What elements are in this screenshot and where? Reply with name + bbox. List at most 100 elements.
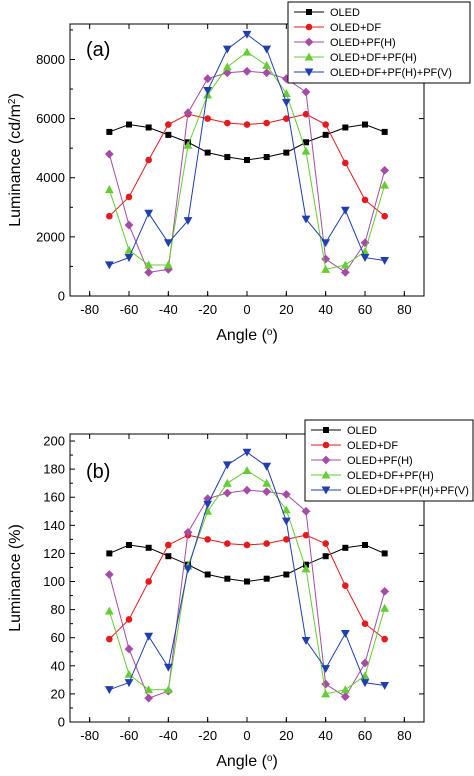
chart-b-x-axis-title: Angle (o): [216, 753, 278, 771]
chart-a-data-point: [106, 128, 113, 135]
chart-b-data-point: [283, 571, 290, 578]
chart-a-data-point: [144, 209, 154, 218]
chart-b-data-point: [104, 606, 114, 615]
chart-b-data-point: [144, 685, 154, 694]
chart-b-legend-marker: [321, 470, 331, 479]
chart-a-data-point: [340, 260, 350, 269]
chart-a-data-point: [165, 121, 172, 128]
chart-b-x-tick-label: 60: [358, 728, 372, 743]
chart-b-data-point: [222, 461, 232, 470]
chart-b-data-point: [145, 544, 152, 551]
chart-a-x-tick-label: 20: [279, 302, 293, 317]
chart-a-data-point: [380, 165, 390, 175]
chart-a-y-tick-label: 6000: [36, 111, 65, 126]
chart-a-data-point: [362, 121, 368, 128]
chart-a-data-point: [104, 149, 114, 159]
chart-a-data-point: [301, 146, 311, 155]
chart-a-data-point: [321, 254, 331, 264]
chart-a-data-point: [204, 115, 211, 122]
chart-b-series-1: [106, 531, 388, 643]
chart-a-data-point: [361, 196, 369, 204]
chart-b-y-tick-label: 200: [43, 434, 65, 449]
chart-b-data-point: [361, 620, 369, 627]
chart-b-y-tick-label: 120: [43, 546, 65, 561]
chart-a-data-point: [283, 149, 290, 156]
chart-a-data-point: [242, 66, 252, 76]
chart-a-legend-label: OLED+DF+PF(H): [330, 52, 417, 64]
chart-b-data-point: [204, 536, 211, 543]
chart-b-data-point: [322, 553, 329, 560]
chart-b-data-point: [125, 616, 133, 623]
chart-b-legend-box: [304, 419, 474, 502]
chart-b-data-point: [281, 490, 291, 499]
chart-b-data-point: [163, 685, 173, 694]
chart-a-x-tick-label: 80: [397, 302, 411, 317]
chart-a-series-4: [104, 30, 390, 270]
chart-a-y-tick-label: 8000: [36, 52, 65, 67]
chart-b-data-point: [381, 635, 388, 643]
chart-a-x-tick-label: 0: [243, 302, 250, 317]
chart-b-data-point: [242, 448, 252, 457]
chart-b-y-tick-label: 160: [43, 490, 65, 505]
chart-b-data-point: [340, 692, 350, 702]
chart-b-legend-marker: [321, 486, 331, 495]
chart-b-y-tick-label: 80: [51, 602, 65, 617]
chart-b-svg: -80 -60 -40 -20 0 20 40 60 80 0 20 40 60 80 100 120 140 1…: [7, 419, 474, 771]
chart-b-legend: OLED OLED+DF OLED+PF(H) OLED+DF+PF(H) OLED+D…: [304, 419, 474, 502]
chart-a-data-point: [342, 159, 349, 167]
chart-b-x-tick-label: -60: [120, 728, 139, 743]
chart-b-data-point: [301, 564, 311, 573]
chart-b-data-point: [145, 578, 152, 585]
chart-a-x-tick-label: -60: [120, 302, 139, 317]
chart-a-y-tick-label: 4000: [36, 170, 65, 185]
chart-b-data-point: [222, 478, 232, 487]
chart-a-data-point: [242, 30, 252, 39]
chart-b-data-point: [301, 636, 311, 645]
chart-a-data-point: [224, 119, 231, 127]
chart-a-svg: -80 -60 -40 -20 0 20 40 60 80 0 2000 4000 6000 8000 An…: [7, 1, 471, 345]
chart-b-legend-label: OLED: [347, 425, 377, 437]
chart-b-data-point: [321, 679, 331, 689]
chart-b-data-point: [263, 540, 270, 547]
chart-b-data-point: [380, 586, 390, 596]
chart-b-data-point: [340, 685, 350, 694]
chart-b-data-point: [244, 578, 250, 585]
chart-b-series-0: [106, 541, 388, 585]
chart-b-data-point: [380, 681, 390, 690]
chart-a-data-point: [380, 180, 390, 189]
chart-b-data-point: [222, 488, 232, 498]
chart-a-data-point: [303, 139, 309, 146]
chart-a-x-tick-label: -20: [198, 302, 217, 317]
chart-b-data-point: [124, 669, 134, 678]
chart-a-data-point: [124, 254, 134, 262]
chart-a-y-axis-title: Luminance (cd/m2): [7, 93, 25, 227]
chart-b-y-tick-label: 140: [43, 518, 65, 533]
chart-a-legend-marker: [305, 23, 313, 31]
chart-b-data-point: [124, 644, 134, 654]
chart-a-data-point: [322, 131, 329, 138]
chart-b-data-point: [104, 570, 114, 579]
chart-a-x-tick-label: -40: [159, 302, 178, 317]
chart-a-data-point: [203, 87, 213, 95]
chart-a-data-point: [224, 154, 231, 161]
chart-b-legend-label: OLED+DF: [347, 440, 398, 452]
chart-a-data-point: [321, 239, 331, 248]
chart-b-x-tick-label: -40: [159, 728, 178, 743]
chart-a-legend-label: OLED+DF: [330, 22, 381, 34]
chart-a-data-point: [204, 149, 211, 156]
chart-a-data-point: [243, 121, 251, 128]
chart-a-x-axis-title: Angle (o): [216, 327, 278, 345]
chart-a-data-point: [283, 115, 290, 122]
chart-a-data-point: [183, 217, 193, 226]
chart-a-panel-label: (a): [86, 39, 110, 61]
chart-a-data-point: [301, 87, 311, 97]
chart-b-data-point: [283, 536, 290, 543]
chart-a-legend-label: OLED+DF+PF(H)+PF(V): [330, 67, 452, 79]
chart-a-data-point: [144, 267, 154, 277]
chart-a-data-point: [124, 220, 134, 230]
chart-b-y-tick-label: 20: [51, 686, 65, 701]
chart-a-data-point: [263, 119, 270, 127]
chart-a-data-point: [145, 124, 152, 131]
chart-a-legend: OLED OLED+DF OLED+PF(H) OLED+DF+PF(H) OLED+D…: [287, 1, 471, 84]
chart-a-legend-label: OLED+PF(H): [330, 37, 396, 49]
